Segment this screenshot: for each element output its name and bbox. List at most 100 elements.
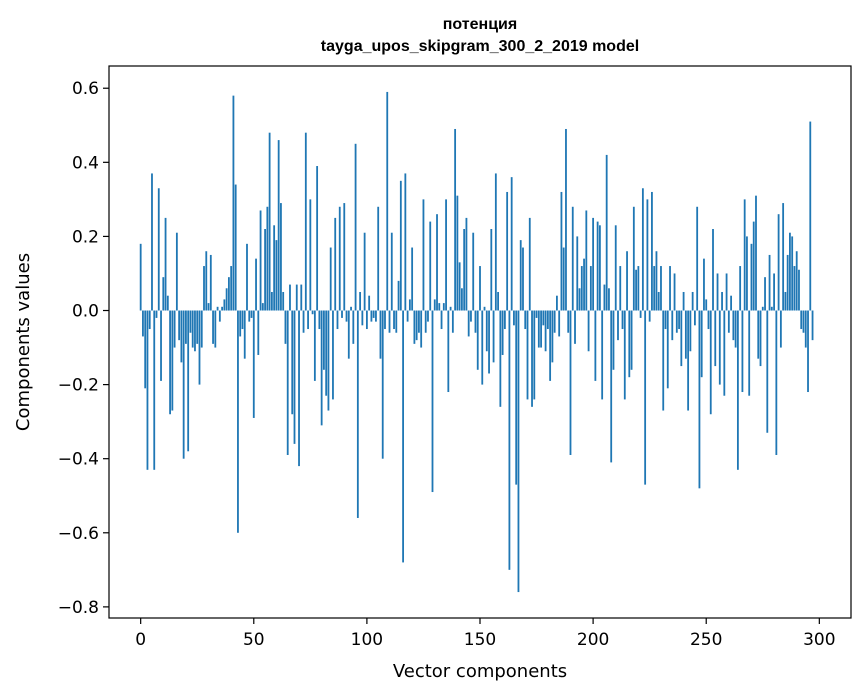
bar-207 — [608, 288, 610, 311]
bar-281 — [775, 310, 778, 455]
bar-77 — [313, 310, 316, 381]
bar-256 — [718, 310, 721, 385]
bar-38 — [225, 288, 228, 311]
bar-297 — [811, 310, 814, 341]
bar-130 — [433, 299, 436, 311]
bar-119 — [408, 299, 411, 311]
bar-141 — [458, 262, 461, 311]
bar-201 — [594, 310, 597, 381]
bar-131 — [436, 214, 438, 311]
bar-34 — [216, 306, 219, 311]
bar-83 — [327, 310, 330, 411]
bar-67 — [291, 310, 294, 415]
bar-33 — [214, 310, 217, 348]
bar-189 — [567, 310, 570, 333]
bar-178 — [542, 310, 545, 326]
bar-31 — [209, 254, 212, 311]
bar-69 — [295, 284, 298, 311]
bar-271 — [752, 221, 755, 311]
bar-29 — [205, 251, 208, 311]
bar-109 — [386, 91, 389, 311]
bar-283 — [779, 310, 782, 348]
bar-139 — [454, 128, 457, 311]
bar-204 — [601, 310, 604, 400]
bar-56 — [266, 206, 269, 311]
bar-248 — [700, 310, 703, 378]
bar-85 — [332, 310, 334, 400]
bar-42 — [234, 184, 237, 311]
bar-44 — [239, 310, 242, 337]
bar-108 — [384, 310, 386, 330]
bar-84 — [329, 247, 332, 311]
bar-188 — [565, 128, 567, 311]
bar-134 — [442, 303, 445, 311]
bar-66 — [289, 284, 291, 311]
bar-242 — [687, 310, 690, 411]
bar-206 — [605, 154, 608, 311]
bar-75 — [309, 199, 312, 311]
bar-86 — [334, 217, 337, 311]
bar-62 — [280, 203, 282, 311]
bar-214 — [623, 310, 626, 400]
bar-284 — [782, 203, 785, 311]
x-tick-label: 0 — [135, 630, 146, 650]
bar-275 — [761, 306, 764, 311]
y-tick-label: −0.8 — [58, 598, 99, 618]
bar-121 — [413, 310, 416, 344]
bar-246 — [696, 206, 699, 311]
bar-222 — [641, 188, 644, 311]
bar-81 — [323, 310, 325, 370]
bar-148 — [474, 310, 477, 333]
bar-196 — [583, 258, 585, 311]
bar-58 — [270, 291, 273, 311]
bar-57 — [268, 132, 271, 311]
bar-6 — [153, 310, 156, 470]
bar-229 — [657, 291, 660, 311]
bar-264 — [736, 310, 739, 470]
bar-94 — [352, 310, 355, 344]
y-tick-label: 0.4 — [72, 153, 99, 173]
bar-79 — [318, 310, 321, 330]
bar-129 — [431, 310, 434, 493]
bar-18 — [180, 310, 183, 363]
bar-252 — [709, 310, 712, 415]
bar-286 — [786, 254, 789, 311]
bar-261 — [730, 295, 733, 311]
bar-22 — [189, 310, 192, 333]
bar-195 — [580, 266, 583, 311]
bar-95 — [354, 143, 357, 311]
bar-78 — [316, 166, 319, 311]
bar-166 — [515, 310, 518, 485]
bar-27 — [200, 310, 203, 348]
bar-133 — [440, 310, 443, 330]
bar-88 — [338, 206, 341, 311]
bar-226 — [651, 191, 653, 311]
bar-46 — [243, 310, 246, 359]
bar-193 — [576, 236, 579, 311]
bar-181 — [549, 310, 552, 381]
y-axis-ticks: −0.8 −0.6 −0.4 −0.2 0.0 0.2 0.4 0.6 — [58, 79, 109, 618]
bar-127 — [427, 310, 429, 322]
bar-156 — [492, 310, 495, 363]
bar-104 — [375, 310, 377, 322]
bar-118 — [406, 310, 409, 322]
bar-168 — [519, 240, 522, 311]
bar-0 — [139, 243, 142, 311]
bar-93 — [350, 306, 352, 311]
bar-237 — [675, 310, 678, 333]
bar-205 — [603, 284, 606, 311]
y-tick-label: 0.6 — [72, 79, 99, 99]
bar-192 — [574, 310, 576, 344]
bar-114 — [397, 280, 400, 311]
bar-120 — [411, 247, 414, 311]
bar-154 — [488, 310, 490, 374]
bar-235 — [671, 310, 674, 341]
bar-232 — [664, 310, 667, 330]
bar-12 — [166, 295, 169, 311]
bar-219 — [635, 269, 637, 311]
bar-218 — [632, 206, 635, 311]
bar-49 — [250, 310, 253, 318]
bar-239 — [680, 310, 683, 367]
bar-140 — [456, 195, 459, 311]
bar-190 — [569, 310, 572, 455]
